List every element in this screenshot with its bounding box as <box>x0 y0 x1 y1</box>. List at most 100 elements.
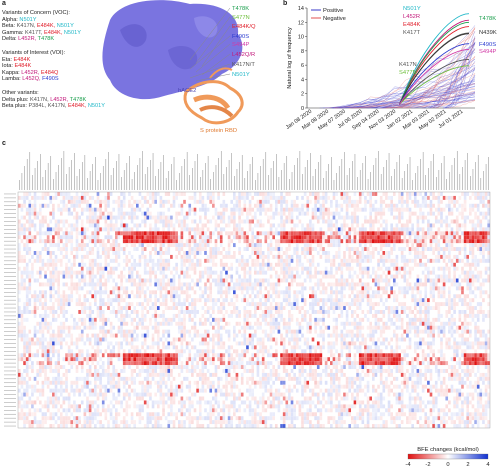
heatmap-cell <box>117 243 121 248</box>
heatmap-cell <box>38 341 42 346</box>
heatmap-cell <box>99 278 102 283</box>
heatmap-cell <box>23 195 26 200</box>
heatmap-cell <box>458 235 462 240</box>
heatmap-cell <box>280 290 283 295</box>
voc-name: Delta: <box>2 36 19 43</box>
heatmap-cell <box>301 231 304 236</box>
heatmap-cell <box>170 235 173 240</box>
heatmap-cell <box>455 247 459 251</box>
heatmap-cell <box>408 239 412 244</box>
heatmap-cell <box>49 290 53 295</box>
heatmap-cell <box>130 215 134 220</box>
heatmap-cell <box>96 345 100 350</box>
heatmap-cell <box>46 231 50 236</box>
heatmap-cell <box>259 349 262 354</box>
heatmap-cell <box>295 207 299 212</box>
heatmap-cell <box>73 247 76 251</box>
heatmap-cell <box>117 310 121 314</box>
heatmap-cell <box>345 333 349 338</box>
heatmap-cell <box>193 231 197 236</box>
heatmap-cell <box>149 243 152 248</box>
voi-name: Kappa: <box>2 69 22 76</box>
heatmap-cell <box>392 266 396 271</box>
panel-b: b 0 2 4 6 8 10 12 14 Natural log of frequency Jan… <box>283 0 500 140</box>
heatmap-cell <box>141 286 144 291</box>
heatmap-cell <box>162 321 165 326</box>
heatmap-cell <box>212 195 215 200</box>
heatmap-cell <box>379 294 383 299</box>
heatmap-cell <box>65 317 68 322</box>
heatmap-cell <box>429 258 433 263</box>
heatmap-cell <box>390 199 393 204</box>
heatmap-cell <box>23 329 26 334</box>
heatmap-cell <box>28 207 32 212</box>
highlighted-series-line <box>399 43 470 105</box>
heatmap-cell <box>484 211 488 216</box>
heatmap-cell <box>120 219 123 224</box>
heatmap-cell <box>427 321 430 326</box>
heatmap-cell <box>471 231 475 236</box>
voi-row: Eta: E484K <box>2 57 105 64</box>
heatmap-cell <box>458 341 462 346</box>
heatmap-cell <box>324 290 328 295</box>
heatmap-cell <box>44 321 47 326</box>
heatmap-cell <box>440 325 443 330</box>
heatmap-cell <box>298 207 302 212</box>
heatmap-cell <box>94 207 97 212</box>
heatmap-cell <box>75 286 79 291</box>
heatmap-cell <box>130 235 134 240</box>
heatmap-cell <box>130 302 134 307</box>
heatmap-cell <box>25 219 29 224</box>
heatmap-cell <box>75 247 79 251</box>
heatmap-cell <box>151 266 155 271</box>
heatmap-cell <box>88 306 92 310</box>
heatmap-cell <box>36 231 39 236</box>
heatmap-cell <box>377 282 380 287</box>
heatmap-cell <box>159 270 163 275</box>
heatmap-cell <box>233 302 236 307</box>
heatmap-cell <box>272 235 275 240</box>
heatmap-cell <box>212 333 215 338</box>
heatmap-cell <box>112 306 116 310</box>
heatmap-cell <box>332 302 336 307</box>
heatmap-cell <box>482 329 485 334</box>
heatmap-cell <box>385 337 388 342</box>
heatmap-cell <box>269 286 273 291</box>
heatmap-cell <box>374 313 378 318</box>
heatmap-cell <box>434 239 438 244</box>
heatmap-cell <box>23 286 26 291</box>
heatmap-cell <box>259 199 262 204</box>
heatmap-cell <box>327 274 331 279</box>
heatmap-cell <box>395 266 399 271</box>
heatmap-cell <box>351 290 354 295</box>
heatmap-cell <box>57 227 60 232</box>
heatmap-cell <box>408 341 412 346</box>
heatmap-cell <box>442 329 446 334</box>
heatmap-cell <box>164 239 168 244</box>
heatmap-cell <box>479 290 483 295</box>
heatmap-cell <box>230 302 234 307</box>
heatmap-cell <box>151 345 155 350</box>
heatmap-cell <box>358 266 362 271</box>
heatmap-cell <box>204 290 207 295</box>
heatmap-cell <box>448 247 451 251</box>
heatmap-cell <box>96 266 100 271</box>
heatmap-cell <box>251 215 254 220</box>
heatmap-cell <box>225 254 228 259</box>
heatmap-cell <box>248 286 252 291</box>
series-label: K417N <box>399 62 417 68</box>
heatmap-cell <box>167 306 171 310</box>
heatmap-cell <box>130 341 134 346</box>
heatmap-cell <box>78 333 81 338</box>
heatmap-cell <box>217 337 220 342</box>
heatmap-cell <box>251 286 254 291</box>
heatmap-cell <box>217 306 220 310</box>
heatmap-cell <box>269 345 273 350</box>
heatmap-cell <box>185 270 189 275</box>
heatmap-cell <box>382 227 386 232</box>
heatmap-cell <box>337 313 341 318</box>
heatmap-cell <box>117 294 121 299</box>
heatmap-cell <box>353 247 357 251</box>
heatmap-cell <box>453 282 456 287</box>
heatmap-cell <box>345 235 349 240</box>
